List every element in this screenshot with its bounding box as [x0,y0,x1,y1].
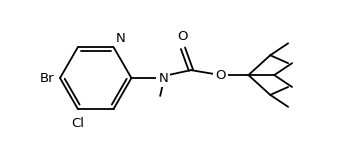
Text: Cl: Cl [71,117,84,130]
Text: O: O [216,69,226,82]
Text: O: O [178,30,188,43]
Text: N: N [116,32,125,45]
Text: N: N [158,72,168,85]
Text: Br: Br [39,72,54,85]
